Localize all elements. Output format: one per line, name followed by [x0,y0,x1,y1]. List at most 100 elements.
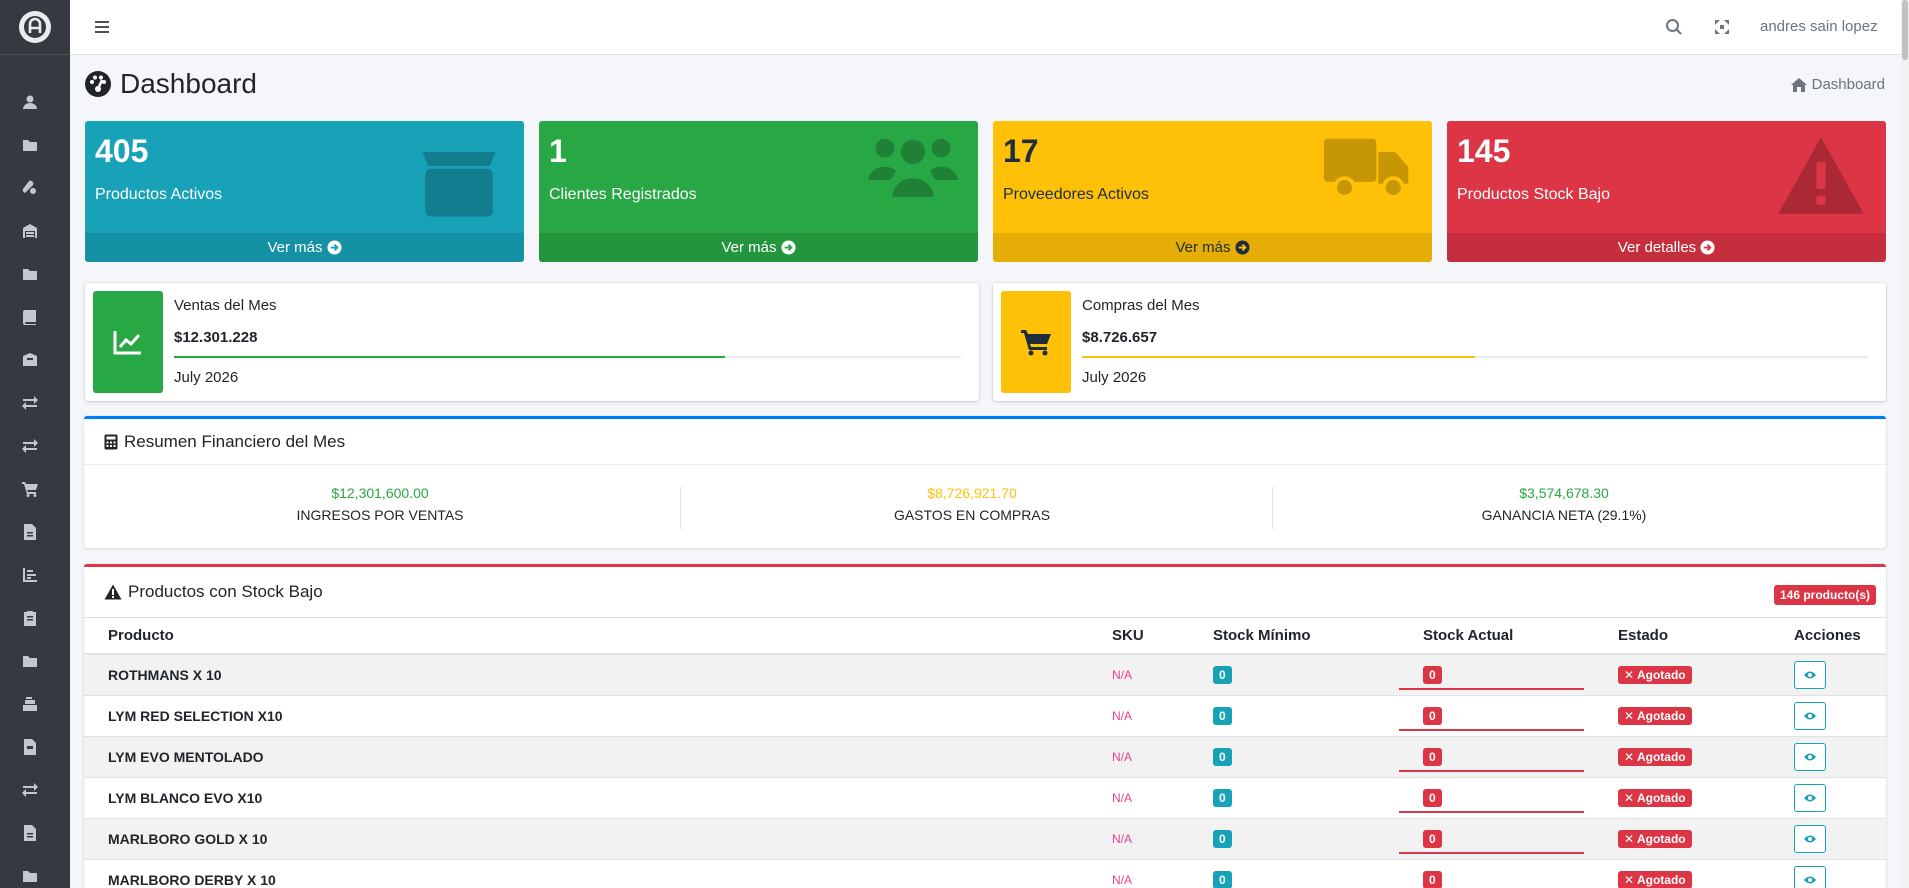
stat-more-link[interactable]: Ver detalles [1447,233,1886,262]
view-product-button[interactable] [1794,660,1826,689]
sidebar-exchange-icon[interactable] [21,394,39,412]
status-badge: ✕ Agotado [1618,829,1692,848]
info-title: Compras del Mes [1082,297,1200,314]
current-stock-cell: 0 [1399,776,1594,818]
min-stock-badge: 0 [1213,665,1232,684]
sidebar-folder-icon[interactable] [21,265,39,283]
progress-bar [174,356,961,358]
sidebar-warehouse-icon[interactable] [21,222,39,240]
sidebar-clipboard-icon[interactable] [21,609,39,627]
status-label: Agotado [1636,708,1686,723]
progress-fill [1082,356,1475,358]
current-stock-badge: 0 [1423,665,1442,684]
truck-icon [1322,135,1412,215]
stat-more-link[interactable]: Ver más [85,233,524,262]
product-name: MARLBORO DERBY X 10 [84,858,1112,888]
sidebar-book-icon[interactable] [21,308,39,326]
status-cell: ✕ Agotado [1594,653,1770,695]
stat-more-label: Ver más [267,239,323,256]
sidebar-pill-icon[interactable] [21,179,39,197]
stat-label: Productos Activos [95,186,223,203]
menu-toggle-icon[interactable] [92,17,112,37]
warning-icon [1776,135,1866,215]
progress-fill [174,356,725,358]
sidebar-box-icon[interactable] [21,351,39,369]
stat-more-label: Ver más [721,239,777,256]
stat-more-link[interactable]: Ver más [539,233,978,262]
status-label: Agotado [1636,872,1686,887]
col-header-sku[interactable]: SKU [1112,618,1189,655]
sidebar-exchange-icon[interactable] [21,781,39,799]
min-stock-cell: 0 [1189,776,1399,818]
actions-cell [1770,858,1886,888]
col-header-actions[interactable]: Acciones [1770,618,1886,655]
view-product-button[interactable] [1794,783,1826,812]
stat-value: 145 [1457,133,1511,169]
financial-summary-title: Resumen Financiero del Mes [124,431,346,451]
min-stock-badge: 0 [1213,788,1232,807]
fullscreen-icon[interactable] [1712,17,1732,37]
min-stock-badge: 0 [1213,829,1232,848]
min-stock-badge: 0 [1213,706,1232,725]
sidebar-file-icon[interactable] [21,824,39,842]
financial-item: $3,574,678.30 GANANCIA NETA (29.1%) [1268,485,1860,523]
financial-label: INGRESOS POR VENTAS [296,507,464,523]
search-icon[interactable] [1664,17,1684,37]
min-stock-cell: 0 [1189,858,1399,888]
current-stock-cell: 0 [1399,653,1594,695]
sidebar-cash-register-icon[interactable] [21,695,39,713]
sidebar-user-icon[interactable] [21,93,39,111]
product-sku: N/A [1112,858,1189,888]
low-stock-table: Producto SKU Stock Mínimo Stock Actual E… [84,618,1886,888]
sidebar-folder-icon[interactable] [21,652,39,670]
stat-more-label: Ver más [1175,239,1231,256]
stock-level-bar [1399,851,1584,854]
cart-icon [1001,291,1071,393]
warning-icon [104,584,122,600]
col-header-product[interactable]: Producto [84,618,1112,655]
info-value: $12.301.228 [174,329,258,346]
low-stock-count-badge: 146 producto(s) [1773,585,1876,605]
view-product-button[interactable] [1794,865,1826,888]
view-product-button[interactable] [1794,701,1826,730]
col-header-min-stock[interactable]: Stock Mínimo [1189,618,1399,655]
breadcrumb[interactable]: Dashboard [1790,76,1885,93]
sidebar-file-invoice-icon[interactable] [21,738,39,756]
status-cell: ✕ Agotado [1594,694,1770,736]
product-name: MARLBORO GOLD X 10 [84,817,1112,859]
sidebar-chart-bar-icon[interactable] [21,566,39,584]
sidebar-folder-icon[interactable] [21,136,39,154]
stat-more-link[interactable]: Ver más [993,233,1432,262]
col-header-status[interactable]: Estado [1594,618,1770,655]
status-badge: ✕ Agotado [1618,706,1692,725]
sidebar-exchange-icon[interactable] [21,437,39,455]
product-name: LYM BLANCO EVO X10 [84,776,1112,818]
col-header-current-stock[interactable]: Stock Actual [1399,618,1594,655]
sidebar-folder-icon[interactable] [21,867,39,885]
dashboard-icon [85,71,111,97]
stock-level-bar [1399,728,1584,731]
view-product-button[interactable] [1794,824,1826,853]
status-badge: ✕ Agotado [1618,747,1692,766]
sidebar-file-icon[interactable] [21,523,39,541]
divider [1272,487,1273,529]
stat-more-label: Ver detalles [1617,239,1697,256]
brand-logo[interactable] [0,0,70,55]
status-label: Agotado [1636,790,1686,805]
financial-item: $8,726,921.70 GASTOS EN COMPRAS [676,485,1268,523]
status-badge: ✕ Agotado [1618,870,1692,888]
user-name[interactable]: andres sain lopez [1760,18,1878,35]
sidebar-cart-icon[interactable] [21,480,39,498]
breadcrumb-label: Dashboard [1811,76,1885,93]
min-stock-cell: 0 [1189,653,1399,695]
users-icon [868,135,958,215]
view-product-button[interactable] [1794,742,1826,771]
page-scrollbar[interactable] [1901,0,1909,888]
scrollbar-thumb[interactable] [1902,0,1908,60]
status-cell: ✕ Agotado [1594,776,1770,818]
table-row: MARLBORO GOLD X 10 N/A 0 0 ✕ Agotado [84,817,1886,859]
eye-icon [1804,671,1816,679]
stat-value: 405 [95,133,149,169]
home-icon [1790,77,1807,92]
box-icon [414,135,504,217]
